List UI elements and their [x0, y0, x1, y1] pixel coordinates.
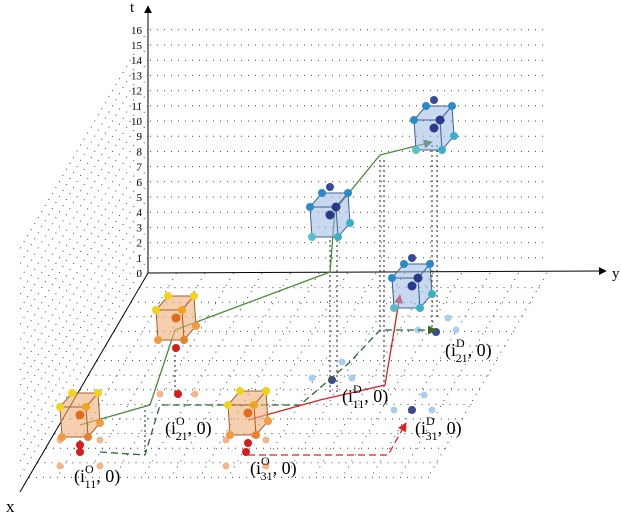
label-text: (i — [342, 386, 353, 407]
label-sub: 21 — [456, 351, 468, 365]
t-tick-label: 2 — [137, 238, 143, 250]
t-label: t — [130, 0, 135, 16]
label-sub: 21 — [176, 429, 188, 443]
label-text: (i — [74, 466, 85, 487]
floor-line — [371, 273, 490, 477]
t-tick-label: 0 — [137, 268, 143, 280]
floor-grid — [29, 273, 547, 477]
label-sub: 31 — [426, 429, 438, 443]
label-text: (i — [445, 340, 456, 361]
label-sup: D — [426, 414, 435, 428]
t-tick-label: 5 — [137, 192, 143, 204]
label-text: (i — [165, 418, 176, 439]
label-tail: , 0) — [188, 418, 212, 439]
t-tick-label: 4 — [137, 207, 143, 219]
route-solid-green — [80, 142, 432, 425]
wall-line — [20, 91, 148, 310]
diagram: 012345678910111213141516 t y x (iO11, 0)… — [0, 0, 621, 518]
y-label: y — [612, 266, 620, 282]
destination-cluster — [388, 254, 436, 312]
t-tick-label: 9 — [137, 131, 143, 143]
label-sup: O — [176, 414, 185, 428]
label-sup: O — [85, 462, 94, 476]
label-tail: , 0) — [438, 418, 462, 439]
label-sup: D — [353, 382, 362, 396]
label-text: (i — [250, 458, 261, 479]
floor-line — [257, 273, 376, 477]
t-tick-label: 7 — [137, 162, 143, 174]
label-sup: O — [261, 454, 270, 468]
t-tick-label: 3 — [137, 222, 143, 234]
label-tail: , 0) — [96, 466, 120, 487]
route-dashed-red — [248, 423, 406, 455]
destination-cluster — [410, 96, 458, 154]
t-tick-label: 16 — [131, 25, 143, 37]
y-axis — [148, 271, 606, 273]
t-tick-label: 8 — [137, 146, 143, 158]
wall-line — [20, 60, 148, 279]
wall-line — [20, 45, 148, 264]
origin-cluster — [152, 292, 200, 352]
x-label: x — [6, 497, 15, 516]
label-sup: D — [456, 336, 465, 350]
destination-cluster — [306, 183, 354, 241]
label-tail: , 0) — [468, 340, 492, 361]
floor-line — [200, 273, 319, 477]
t-tick-label: 12 — [131, 86, 142, 98]
wall-line — [20, 30, 148, 249]
t-tick-label: 1 — [137, 253, 143, 265]
label-sub: 11 — [353, 397, 365, 411]
label-sub: 11 — [85, 477, 97, 491]
wall-line — [20, 75, 148, 294]
label-text: (i — [415, 418, 426, 439]
label-tail: , 0) — [273, 458, 297, 479]
label-tail: , 0) — [364, 386, 388, 407]
t-tick-label: 6 — [137, 177, 143, 189]
label-sub: 31 — [261, 469, 273, 483]
